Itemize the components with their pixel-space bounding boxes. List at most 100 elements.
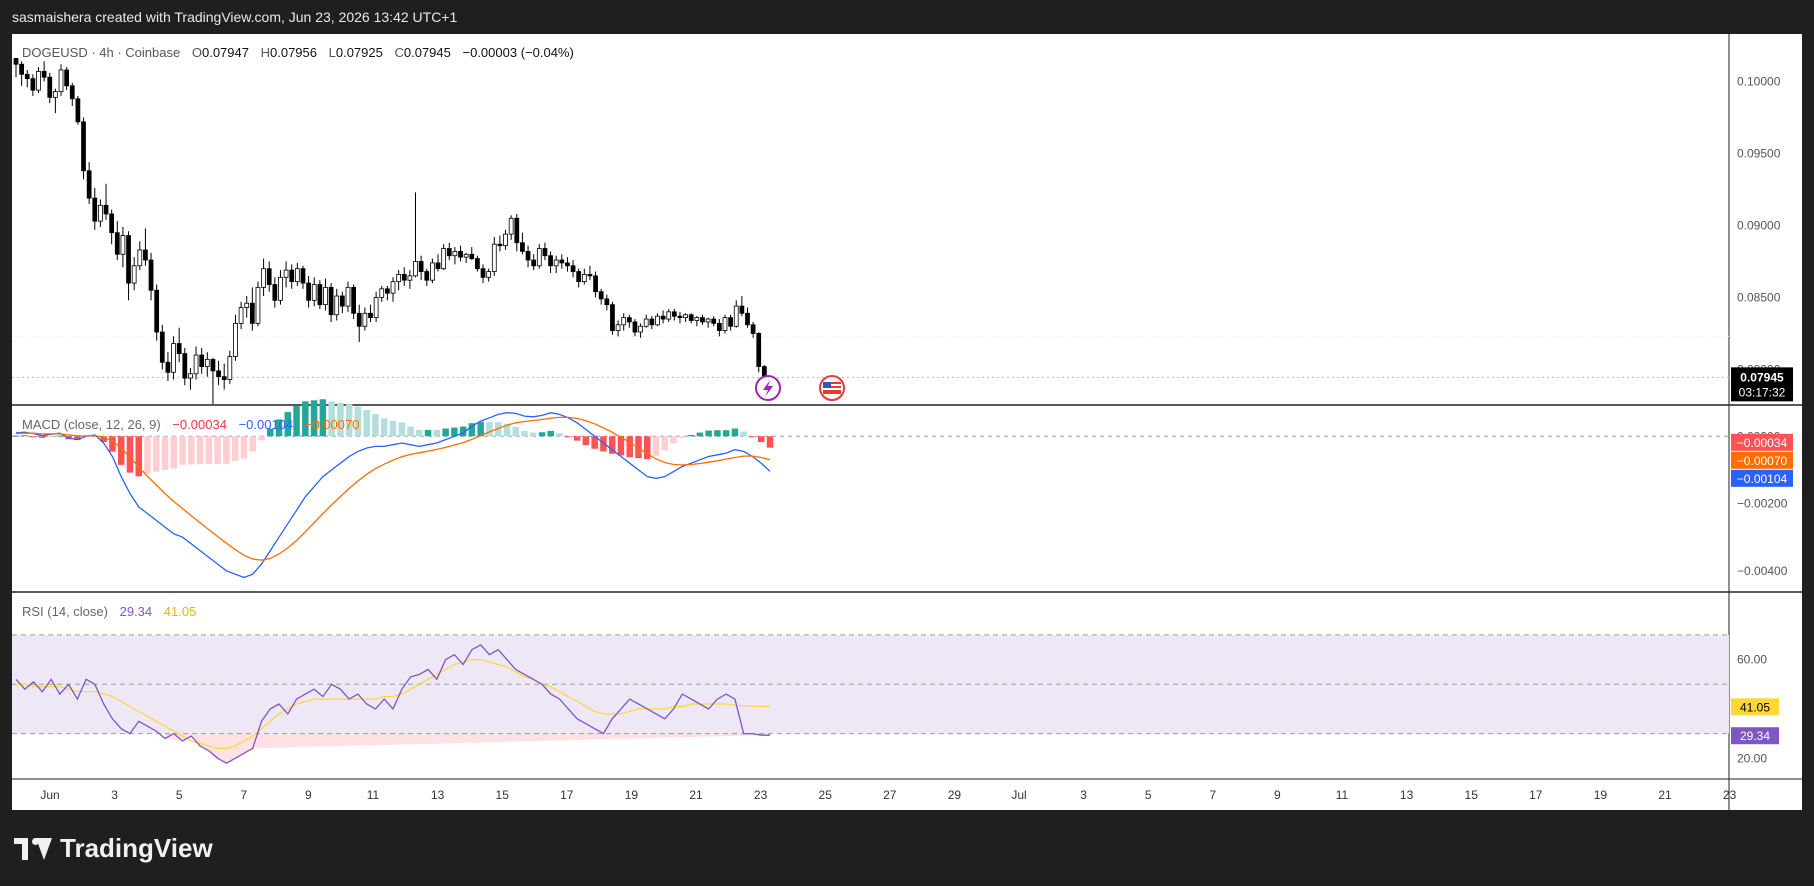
rsi-title: RSI (14, close): [22, 604, 108, 619]
time-axis-label: 5: [1145, 788, 1152, 802]
candle-body: [300, 268, 306, 284]
candle-body: [491, 243, 497, 272]
us-flag-icon[interactable]: [819, 375, 845, 401]
candle: [565, 257, 570, 272]
macd-hist-bar: [179, 436, 186, 465]
rsi-legend[interactable]: RSI (14, close) 29.34 41.05: [22, 604, 196, 619]
candle-body: [643, 318, 649, 327]
macd-hist-bar: [573, 436, 581, 441]
candle: [413, 192, 418, 278]
tradingview-logo[interactable]: TradingView: [14, 833, 213, 864]
rsi-ma-line: [16, 659, 770, 749]
candle: [677, 311, 683, 324]
macd-price-tag[interactable]: [1731, 469, 1793, 487]
macd-price-tag[interactable]: [1731, 433, 1793, 451]
candle-body: [182, 353, 188, 379]
candle: [688, 313, 694, 324]
candle: [294, 262, 300, 286]
candle-body: [694, 317, 700, 321]
macd-price-tag[interactable]: [1731, 451, 1793, 469]
high-value: 0.07956: [270, 45, 317, 60]
macd-hist-bar: [538, 432, 546, 437]
candle-body: [452, 250, 458, 257]
candle-body: [520, 242, 525, 252]
low-value: 0.07925: [336, 45, 383, 60]
candle-body: [216, 370, 221, 378]
macd-line: [15, 412, 771, 579]
candle: [69, 82, 75, 106]
chart-canvas[interactable]: 0.100000.095000.090000.085000.080000.000…: [12, 34, 1802, 810]
macd-hist-bar: [547, 430, 555, 437]
macd-hist-bar: [12, 435, 20, 437]
candle: [733, 300, 739, 328]
candle: [109, 209, 115, 245]
time-axis-label: 15: [1465, 788, 1479, 802]
candle: [19, 61, 24, 86]
macd-hist-bar: [740, 431, 747, 437]
rsi-oversold-fill: [165, 733, 770, 764]
candle-body: [266, 268, 272, 285]
candle: [463, 252, 469, 263]
candle-body: [728, 317, 733, 327]
candle-body: [486, 271, 492, 278]
candle-body: [193, 354, 199, 375]
macd-hist-bar: [117, 436, 125, 465]
candle: [491, 236, 497, 276]
macd-axis-label: −0.00400: [1737, 564, 1788, 578]
candle: [86, 162, 92, 204]
macd-hist-bar: [635, 436, 642, 459]
macd-hist-bar: [679, 436, 686, 438]
candle-body: [233, 322, 238, 357]
candle-body: [272, 284, 278, 301]
candle: [716, 319, 722, 337]
time-axis-label: 17: [560, 788, 574, 802]
chart-frame[interactable]: 0.100000.095000.090000.085000.080000.000…: [12, 34, 1802, 810]
macd-hist-bar: [494, 422, 502, 437]
candle-body: [503, 233, 508, 247]
price-axis-label: 0.09500: [1737, 146, 1781, 160]
rsi-price-tag[interactable]: [1731, 727, 1779, 745]
macd-hist-bar: [661, 436, 669, 451]
macd-hist-bar: [249, 436, 256, 452]
candle: [221, 363, 227, 390]
macd-hist-bar: [530, 432, 537, 437]
candle-body: [621, 317, 627, 326]
time-axis-label: 15: [496, 788, 510, 802]
macd-hist-bar: [293, 406, 300, 437]
macd-hist-bar: [442, 428, 449, 437]
candle-body: [446, 248, 452, 257]
time-axis-label: 13: [431, 788, 445, 802]
rsi-price-tag[interactable]: [1731, 698, 1779, 716]
candle-body: [154, 289, 160, 333]
candle: [728, 314, 733, 331]
lightning-icon[interactable]: [755, 375, 781, 401]
candle-body: [413, 261, 418, 277]
candle-body: [334, 295, 340, 316]
candle-body: [565, 262, 570, 267]
candle-body: [660, 315, 666, 320]
main-legend[interactable]: DOGEUSD · 4h · Coinbase O0.07947 H0.0795…: [22, 45, 574, 60]
candle-body: [126, 235, 131, 284]
candle-body: [103, 204, 109, 215]
macd-hist-bar: [652, 436, 660, 456]
time-axis-label: 3: [111, 788, 118, 802]
macd-hist-bar: [521, 430, 528, 437]
macd-hist-bar: [468, 423, 476, 437]
time-axis-label: 23: [1723, 788, 1737, 802]
candle-body: [458, 250, 463, 258]
macd-hist-bar: [766, 436, 774, 448]
candle: [339, 291, 345, 314]
macd-hist-bar: [319, 399, 327, 437]
candle-body: [610, 304, 615, 331]
candle-body: [576, 271, 582, 283]
candle: [660, 310, 666, 324]
macd-hist-bar: [214, 436, 221, 464]
candle: [441, 244, 447, 271]
rsi-value: 29.34: [120, 604, 153, 619]
candle: [289, 264, 295, 289]
candle-body: [430, 262, 435, 281]
candle-body: [81, 121, 86, 172]
candle-body: [677, 315, 683, 319]
macd-legend[interactable]: MACD (close, 12, 26, 9) −0.00034 −0.0010…: [22, 417, 359, 432]
last-price-tag[interactable]: [1731, 367, 1793, 402]
